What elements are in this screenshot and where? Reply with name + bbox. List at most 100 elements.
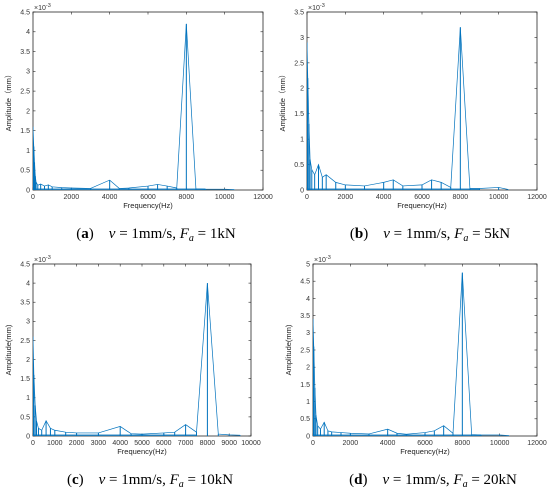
spectrum-series (33, 283, 241, 436)
noise-floor (307, 188, 480, 190)
y-tick-label: 0 (26, 187, 30, 194)
chart-panel-c: 0 1000 2000 3000 4000 5000 6000 7000 8000 9000 100… (4, 255, 261, 490)
chart-panel-a: 0 2000 4000 6000 8000 10000 12000 0 0.5 1 1.5 2 2.5 3… (4, 3, 273, 244)
y-tick-label: 0 (300, 187, 304, 194)
spectrum-line (33, 283, 241, 436)
noise-floor (33, 434, 197, 436)
y-tick-label: 1.5 (300, 382, 310, 389)
y-tick-label: 0 (306, 433, 310, 440)
y-tick-label: 2 (26, 108, 30, 115)
y-tick-label: 0 (26, 433, 30, 440)
y-tick-label: 1 (300, 137, 304, 144)
y-axis-label: Amplitude(mm) (284, 324, 293, 375)
x-tick-label: 10000 (489, 194, 509, 201)
y-tick-label: 3 (300, 35, 304, 42)
y-tick-label: 4.5 (20, 9, 30, 16)
y-tick-label: 2.5 (20, 338, 30, 345)
spectrum-series (307, 27, 509, 190)
y-tick-label: 3.5 (20, 300, 30, 307)
y-tick-label: 3.5 (294, 9, 304, 16)
x-tick-label: 10000 (215, 194, 235, 201)
y-tick-label: 3 (26, 69, 30, 76)
y-tick-label: 1 (26, 148, 30, 155)
x-tick-label: 4000 (380, 440, 396, 447)
y-tick-label: 4.5 (20, 261, 30, 268)
x-tick-label: 3000 (91, 440, 107, 447)
x-tick-label: 1000 (47, 440, 63, 447)
panel-caption: (b) v = 1mm/s, Fa = 5kN (350, 226, 510, 244)
x-tick-label: 12000 (527, 440, 547, 447)
x-axis-label: Frequency(Hz) (117, 447, 167, 456)
y-tick-label: 0.5 (294, 162, 304, 169)
y-tick-label: 4.5 (300, 279, 310, 286)
y-axis-label: Amplitude（mm） (4, 71, 13, 132)
x-tick-label: 2000 (69, 440, 85, 447)
y-tick-label: 3.5 (20, 49, 30, 56)
chart-panel-d: 0 2000 4000 6000 8000 10000 12000 0 0.5 1 1.5 2 2.5 3… (284, 255, 547, 490)
x-tick-label: 4000 (376, 194, 392, 201)
y-tick-label: 4 (26, 29, 30, 36)
y-tick-label: 1.5 (20, 376, 30, 383)
chart-panel-b: 0 2000 4000 6000 8000 10000 12000 0 0.5 1 1.5 2 2.5 3… (278, 3, 547, 244)
y-tick-label: 3.5 (300, 313, 310, 320)
y-axis-label: Amplitude(mm) (4, 324, 13, 375)
x-tick-label: 5000 (134, 440, 150, 447)
x-tick-label: 6000 (156, 440, 172, 447)
noise-floor (313, 434, 481, 436)
noise-floor (33, 188, 206, 190)
x-tick-label: 10000 (490, 440, 510, 447)
y-tick-label: 4 (26, 281, 30, 288)
x-axis-label: Frequency(Hz) (400, 447, 450, 456)
x-tick-label: 8000 (200, 440, 216, 447)
x-tick-label: 12000 (527, 194, 547, 201)
spectrum-series (33, 23, 235, 190)
x-tick-label: 2000 (64, 194, 80, 201)
y-axis-label: Amplitude（mm） (278, 71, 287, 132)
x-tick-label: 2000 (343, 440, 359, 447)
x-tick-label: 10000 (241, 440, 261, 447)
y-exponent-label: ×10-3 (34, 3, 51, 12)
x-tick-label: 0 (311, 440, 315, 447)
y-tick-label: 1 (26, 395, 30, 402)
x-tick-label: 8000 (179, 194, 195, 201)
y-tick-label: 2 (26, 357, 30, 364)
y-tick-label: 3 (306, 330, 310, 337)
x-tick-label: 0 (31, 440, 35, 447)
x-tick-label: 8000 (453, 194, 469, 201)
y-exponent-label: ×10-3 (314, 255, 331, 264)
spectrum-series (313, 272, 510, 436)
y-tick-label: 1.5 (294, 111, 304, 118)
spectrum-line (307, 27, 509, 190)
panel-caption: (c) v = 1mm/s, Fa = 10kN (67, 472, 233, 490)
spectrum-line (33, 23, 235, 190)
x-tick-label: 0 (31, 194, 35, 201)
x-axis-label: Frequency(Hz) (397, 201, 447, 210)
x-tick-label: 12000 (253, 194, 273, 201)
spectrum-line (313, 272, 510, 436)
y-tick-label: 2 (306, 365, 310, 372)
y-tick-label: 2.5 (294, 60, 304, 67)
x-tick-label: 8000 (455, 440, 471, 447)
x-tick-label: 6000 (414, 194, 430, 201)
y-tick-label: 0.5 (300, 416, 310, 423)
panel-caption: (d) v = 1mm/s, Fa = 20kN (349, 472, 517, 490)
y-tick-label: 2.5 (20, 89, 30, 96)
x-tick-label: 6000 (140, 194, 156, 201)
y-tick-label: 2 (300, 86, 304, 93)
x-tick-label: 4000 (102, 194, 118, 201)
x-tick-label: 6000 (417, 440, 433, 447)
plot-frame (306, 11, 538, 191)
y-tick-label: 4 (306, 296, 310, 303)
plot-frame (312, 263, 538, 437)
x-tick-label: 0 (305, 194, 309, 201)
y-tick-label: 0.5 (20, 168, 30, 175)
y-tick-label: 5 (306, 261, 310, 268)
y-exponent-label: ×10-3 (34, 255, 51, 264)
x-tick-label: 2000 (338, 194, 354, 201)
x-tick-label: 7000 (178, 440, 194, 447)
y-tick-label: 2.5 (300, 347, 310, 354)
x-tick-label: 4000 (112, 440, 128, 447)
x-tick-label: 9000 (221, 440, 237, 447)
y-exponent-label: ×10-3 (308, 3, 325, 12)
